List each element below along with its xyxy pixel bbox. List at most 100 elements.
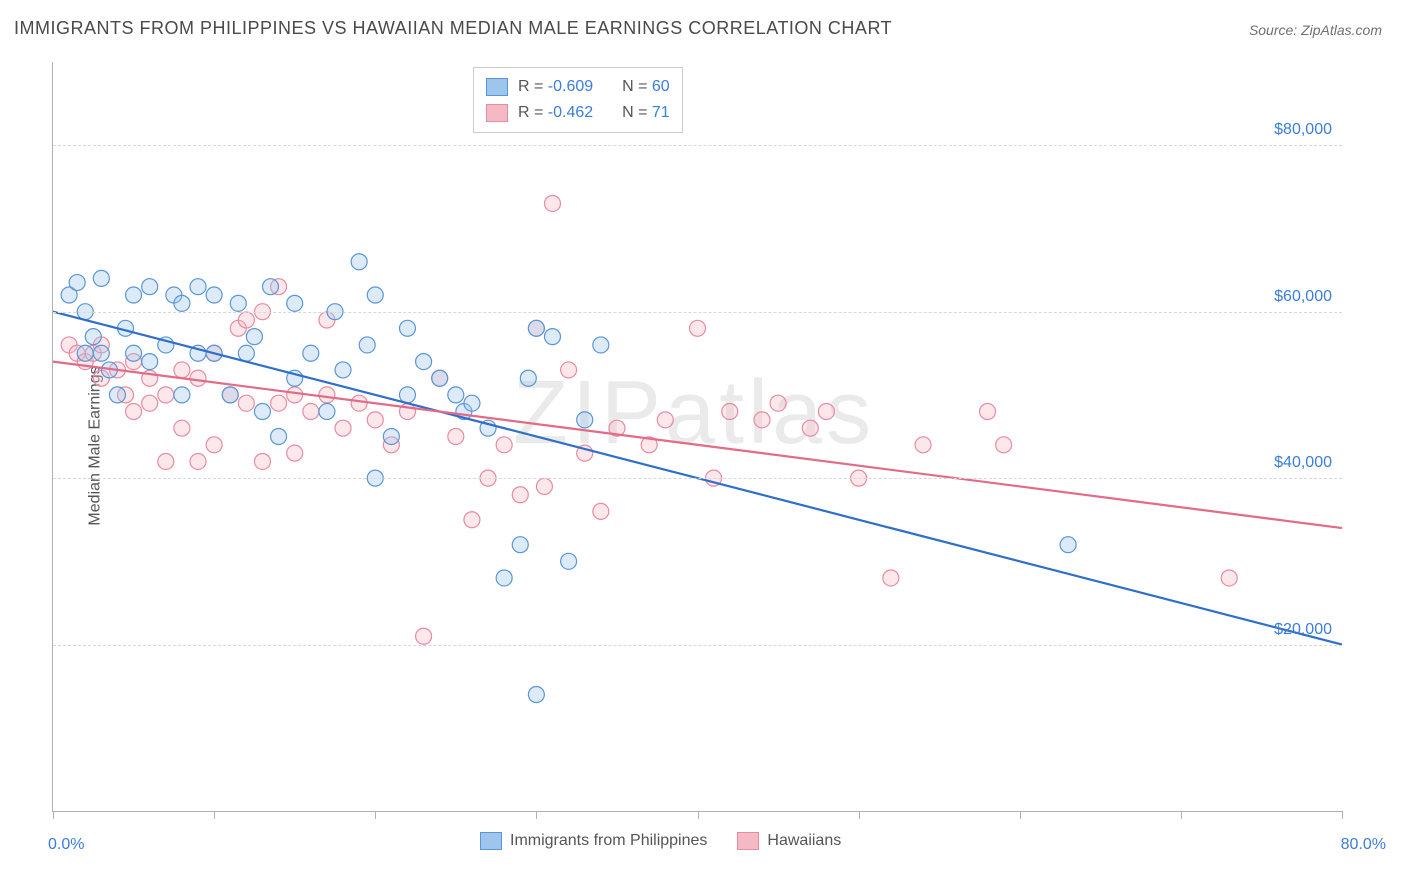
data-point <box>263 279 279 295</box>
data-point <box>319 404 335 420</box>
data-point <box>512 537 528 553</box>
data-point <box>271 395 287 411</box>
data-point <box>996 437 1012 453</box>
data-point <box>496 570 512 586</box>
data-point <box>109 387 125 403</box>
data-point <box>536 478 552 494</box>
data-point <box>190 279 206 295</box>
legend-row-hawaiians: R = -0.462 N = 71 <box>486 100 670 126</box>
data-point <box>351 254 367 270</box>
data-point <box>399 320 415 336</box>
data-point <box>657 412 673 428</box>
data-point <box>303 404 319 420</box>
x-tick <box>214 811 215 819</box>
x-tick <box>375 811 376 819</box>
trend-line <box>53 362 1342 528</box>
data-point <box>190 370 206 386</box>
data-point <box>496 437 512 453</box>
swatch-hawaiians <box>486 104 508 122</box>
data-point <box>416 628 432 644</box>
data-point <box>126 287 142 303</box>
data-point <box>383 429 399 445</box>
data-point <box>126 404 142 420</box>
grid-line <box>53 645 1342 646</box>
swatch-hawaiians-icon <box>737 832 759 850</box>
data-point <box>512 487 528 503</box>
R-prefix: R = -0.462 <box>518 104 593 122</box>
data-point <box>464 395 480 411</box>
R-prefix: R = -0.609 <box>518 78 593 96</box>
x-tick <box>1342 811 1343 819</box>
data-point <box>448 429 464 445</box>
data-point <box>271 429 287 445</box>
data-point <box>93 270 109 286</box>
data-point <box>528 686 544 702</box>
data-point <box>448 387 464 403</box>
data-point <box>287 445 303 461</box>
data-point <box>319 387 335 403</box>
data-point <box>544 329 560 345</box>
data-point <box>142 395 158 411</box>
N-prefix: N = 71 <box>622 104 670 122</box>
data-point <box>174 387 190 403</box>
y-tick-label: $20,000 <box>1274 621 1332 639</box>
data-point <box>174 295 190 311</box>
data-point <box>754 412 770 428</box>
data-point <box>158 387 174 403</box>
data-point <box>561 362 577 378</box>
data-point <box>722 404 738 420</box>
data-point <box>69 275 85 291</box>
x-axis-min-label: 0.0% <box>48 836 84 854</box>
y-tick-label: $60,000 <box>1274 288 1332 306</box>
plot-area: ZIPatlas R = -0.609 N = 60 R = -0.462 N … <box>52 62 1342 812</box>
y-tick-label: $40,000 <box>1274 454 1332 472</box>
data-point <box>690 320 706 336</box>
data-point <box>206 437 222 453</box>
data-point <box>230 295 246 311</box>
data-point <box>206 287 222 303</box>
data-point <box>520 370 536 386</box>
data-point <box>238 395 254 411</box>
data-point <box>1221 570 1237 586</box>
data-point <box>254 453 270 469</box>
correlation-legend: R = -0.609 N = 60 R = -0.462 N = 71 <box>473 67 683 133</box>
data-point <box>303 345 319 361</box>
data-point <box>915 437 931 453</box>
y-tick-label: $80,000 <box>1274 121 1332 139</box>
data-point <box>126 345 142 361</box>
data-point <box>593 503 609 519</box>
grid-line <box>53 145 1342 146</box>
data-point <box>544 195 560 211</box>
data-point <box>432 370 448 386</box>
data-point <box>158 453 174 469</box>
chart-svg <box>53 62 1342 811</box>
data-point <box>980 404 996 420</box>
legend-row-philippines: R = -0.609 N = 60 <box>486 74 670 100</box>
x-tick <box>1020 811 1021 819</box>
legend-label-hawaiians: Hawaiians <box>767 832 841 850</box>
data-point <box>883 570 899 586</box>
x-tick <box>1181 811 1182 819</box>
data-point <box>335 362 351 378</box>
data-point <box>142 354 158 370</box>
data-point <box>351 395 367 411</box>
data-point <box>464 512 480 528</box>
data-point <box>93 345 109 361</box>
swatch-philippines <box>486 78 508 96</box>
chart-title: IMMIGRANTS FROM PHILIPPINES VS HAWAIIAN … <box>14 18 892 39</box>
data-point <box>359 337 375 353</box>
data-point <box>593 337 609 353</box>
data-point <box>802 420 818 436</box>
legend-item-philippines: Immigrants from Philippines <box>480 832 707 850</box>
data-point <box>238 345 254 361</box>
data-point <box>174 420 190 436</box>
data-point <box>142 279 158 295</box>
x-tick <box>698 811 699 819</box>
x-tick <box>859 811 860 819</box>
data-point <box>287 387 303 403</box>
data-point <box>561 553 577 569</box>
data-point <box>77 345 93 361</box>
source-attribution: Source: ZipAtlas.com <box>1249 22 1382 38</box>
data-point <box>416 354 432 370</box>
legend-item-hawaiians: Hawaiians <box>737 832 841 850</box>
